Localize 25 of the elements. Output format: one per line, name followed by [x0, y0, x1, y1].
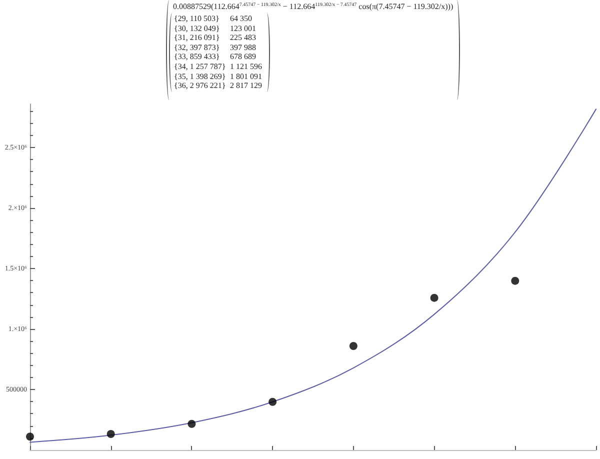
text: {29, 110 503}: [174, 14, 220, 23]
point: [268, 398, 277, 406]
text: 397 988: [230, 42, 256, 52]
point: [430, 294, 438, 302]
point: [511, 276, 520, 285]
text: {30, 132 049}: [174, 24, 220, 33]
point: [106, 430, 115, 438]
point: [188, 420, 196, 428]
text: 1 121 596: [230, 62, 262, 71]
text: {31, 216 091}: [174, 33, 220, 42]
text: {35, 1 398 269}: [174, 72, 226, 81]
text: 123 001: [230, 24, 256, 33]
text: {32, 397 873}: [174, 42, 220, 52]
point: [349, 342, 358, 350]
text: 0.00887529(112.664$^{7.45747 − 119.302/x}$ − 112.664$^{119.302/x − 7.45747}$ cos(π(7.45747 − 119.302/x))): [173, 2, 454, 13]
text: {36, 2 976 221}: [174, 81, 226, 90]
text: 1 801 091: [230, 72, 262, 81]
point: [26, 432, 34, 441]
text: 64 350: [230, 14, 252, 23]
text: 225 483: [230, 33, 256, 42]
text: 2 817 129: [230, 81, 262, 90]
text: {33, 859 433}: [174, 52, 220, 62]
line-series: [30, 108, 596, 443]
text: 678 689: [230, 52, 256, 62]
text: {34, 1 257 787}: [174, 62, 226, 71]
